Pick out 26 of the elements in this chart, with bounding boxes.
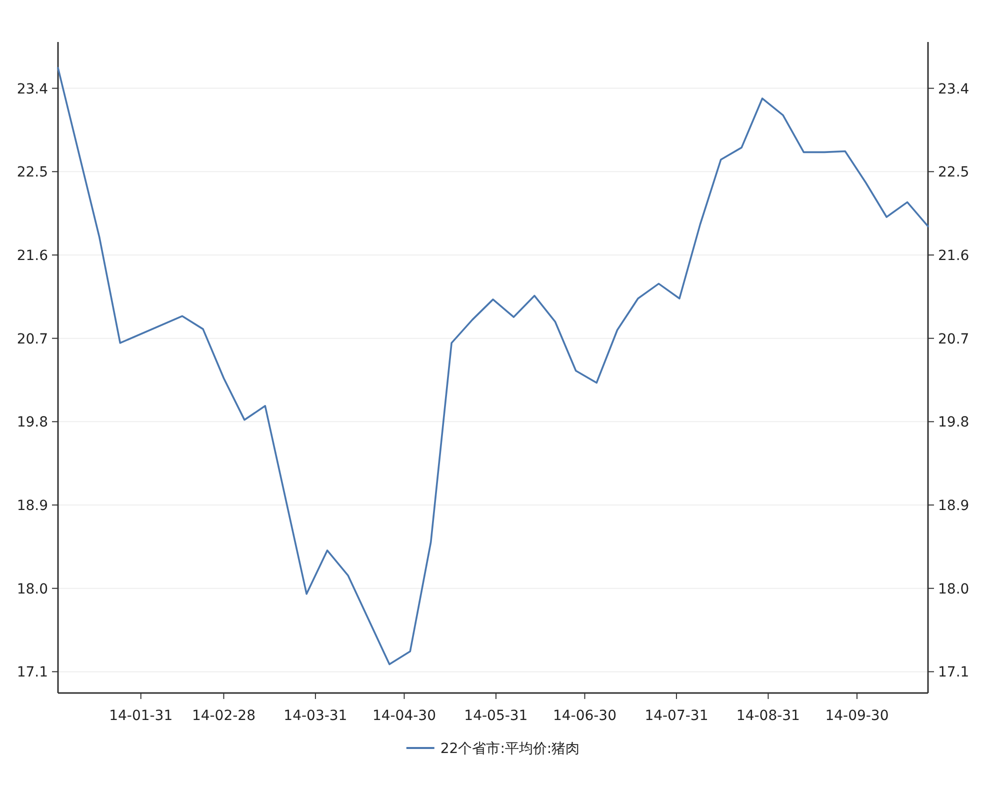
x-tick-label: 14-01-31 xyxy=(109,708,173,724)
y-tick-label: 18.0 xyxy=(16,581,48,598)
y-tick-label: 20.7 xyxy=(16,331,48,348)
y2-tick-label: 18.9 xyxy=(938,498,970,514)
x-tick-label: 14-08-31 xyxy=(736,708,800,724)
y2-tick-label: 18.0 xyxy=(938,581,970,598)
x-tick-label: 14-07-31 xyxy=(644,708,708,724)
y-tick-label: 19.8 xyxy=(16,414,48,431)
y2-tick-label: 17.1 xyxy=(938,664,970,681)
y2-tick-label: 22.5 xyxy=(938,164,970,181)
y2-tick-label: 20.7 xyxy=(938,331,970,348)
y-tick-label: 22.5 xyxy=(16,164,48,181)
y-tick-label: 18.9 xyxy=(16,498,48,514)
x-tick-label: 14-02-28 xyxy=(192,708,256,724)
y-tick-label: 17.1 xyxy=(16,664,48,681)
y2-tick-label: 21.6 xyxy=(938,248,970,264)
x-tick-label: 14-04-30 xyxy=(372,708,436,724)
x-tick-label: 14-09-30 xyxy=(825,708,889,724)
legend-label: 22个省市:平均价:猪肉 xyxy=(440,741,580,757)
x-tick-label: 14-05-31 xyxy=(464,708,528,724)
x-tick-label: 14-06-30 xyxy=(552,708,617,724)
y-tick-label: 21.6 xyxy=(16,248,48,264)
y2-tick-label: 23.4 xyxy=(938,81,970,98)
x-tick-label: 14-03-31 xyxy=(284,708,348,724)
y-tick-label: 23.4 xyxy=(16,81,48,98)
y2-tick-label: 19.8 xyxy=(938,414,970,431)
